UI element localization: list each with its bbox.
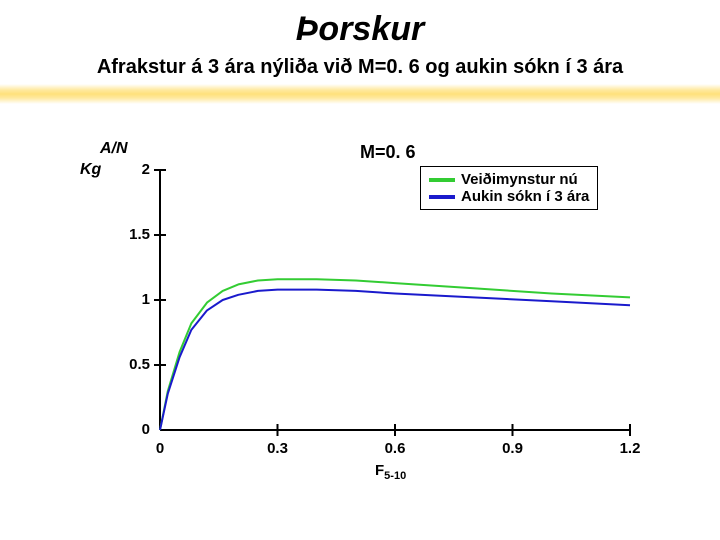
x-tick-label: 1.2 [605,440,655,457]
x-tick-label: 0.6 [370,440,420,457]
x-tick-label: 0 [135,440,185,457]
x-tick-label: 0.9 [488,440,538,457]
y-tick-label: 0 [110,421,150,438]
y-tick-label: 1 [110,291,150,308]
y-tick-label: 2 [110,161,150,178]
slide: Þorskur Afrakstur á 3 ára nýliða við M=0… [0,0,720,540]
y-tick-label: 0.5 [110,356,150,373]
series-line-1 [160,290,630,430]
chart: M=0. 6 A/N Kg F5-10 Veiðimynstur núAukin… [60,120,660,500]
slide-title: Þorskur [0,10,720,49]
accent-band [0,84,720,104]
y-tick-label: 1.5 [110,226,150,243]
slide-subtitle: Afrakstur á 3 ára nýliða við M=0. 6 og a… [0,56,720,79]
x-tick-label: 0.3 [253,440,303,457]
